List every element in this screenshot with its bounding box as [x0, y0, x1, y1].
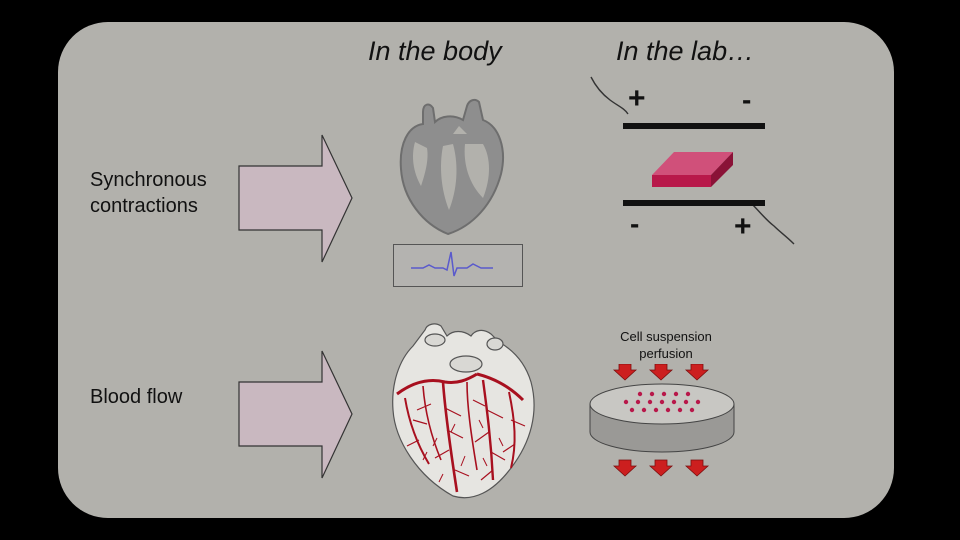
- header-in-the-body: In the body: [368, 36, 502, 66]
- heart-cross-section-icon: [399, 98, 504, 236]
- header-in-the-lab: In the lab…: [616, 36, 755, 66]
- inflow-arrows-icon: [612, 364, 710, 381]
- outflow-arrows-icon: [612, 459, 710, 477]
- arrow-synchronous-contractions: [238, 134, 353, 263]
- electrode-stimulation-diagram: [590, 76, 795, 245]
- perfusion-label-line: Cell suspension: [620, 329, 712, 344]
- row-label-line: contractions: [90, 195, 198, 217]
- negative-terminal-top-right: -: [742, 84, 752, 115]
- perfusion-scaffold-diagram: [589, 364, 735, 477]
- row-label-line: Blood flow: [90, 386, 183, 408]
- row-label-line: Synchronous: [90, 169, 207, 191]
- positive-terminal-bottom-right: +: [734, 210, 752, 243]
- arrow-blood-flow: [238, 350, 353, 479]
- perfusion-label-line: perfusion: [639, 346, 693, 361]
- scaffold-pores-icon: [623, 391, 701, 413]
- negative-terminal-bottom-left: -: [630, 208, 640, 239]
- coronary-heart-icon: [392, 323, 535, 499]
- row-label-blood-flow: Blood flow: [90, 384, 182, 410]
- ecg-trace-icon: [393, 244, 523, 287]
- slide: In the body In the lab… Synchronous cont…: [58, 22, 894, 518]
- positive-terminal-top-left: +: [628, 82, 646, 115]
- row-label-synchronous-contractions: Synchronous contractions: [90, 167, 207, 219]
- cell-suspension-perfusion-label: Cell suspension perfusion: [586, 328, 746, 362]
